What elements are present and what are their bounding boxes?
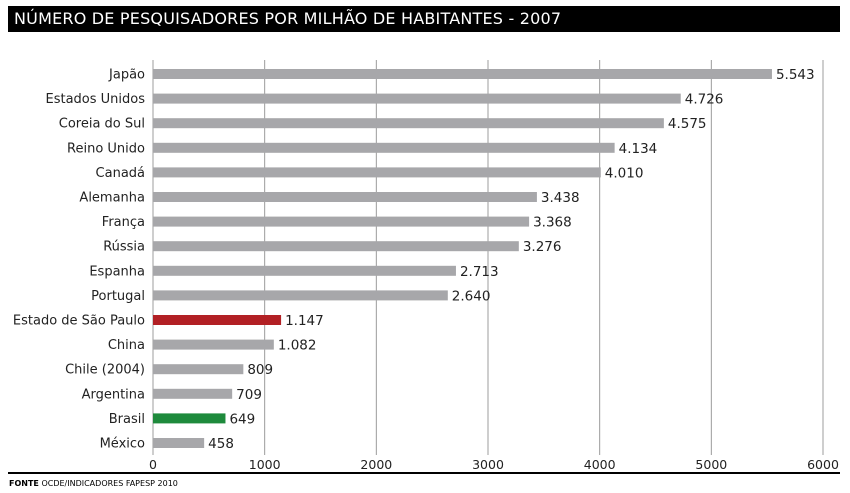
bar: [153, 438, 205, 448]
source-label: FONTE: [9, 479, 39, 488]
category-label: China: [108, 338, 145, 353]
category-label: Estados Unidos: [45, 92, 145, 107]
source-note: FONTE OCDE/INDICADORES FAPESP 2010: [9, 479, 178, 488]
category-label: Espanha: [89, 264, 145, 279]
bar: [153, 413, 226, 424]
bar: [153, 290, 448, 301]
value-label: 4.575: [668, 116, 707, 132]
category-label: Alemanha: [79, 191, 145, 206]
bars: [153, 69, 772, 448]
bar: [153, 364, 244, 375]
chart-title: NÚMERO DE PESQUISADORES POR MILHÃO DE HA…: [8, 6, 840, 32]
x-tick-label: 5000: [695, 457, 727, 472]
bar: [153, 192, 537, 202]
category-label: Chile (2004): [65, 363, 145, 378]
category-label: Reino Unido: [67, 141, 145, 156]
source-text: OCDE/INDICADORES FAPESP 2010: [41, 479, 178, 488]
category-label: Rússia: [103, 240, 145, 255]
x-tick-label: 4000: [584, 457, 616, 472]
category-label: México: [100, 437, 145, 452]
bottom-rule: [8, 472, 840, 474]
value-label: 649: [229, 411, 255, 427]
category-label: Japão: [108, 68, 145, 83]
bar: [153, 339, 274, 350]
value-label: 709: [236, 387, 262, 403]
value-label: 3.438: [541, 190, 580, 206]
category-label: Coreia do Sul: [59, 117, 145, 132]
labels: 0 1000 2000 3000 4000 5000 6000 Japão 5.543 Estad…: [13, 67, 839, 472]
value-label: 3.368: [533, 215, 572, 231]
bar: [153, 315, 282, 325]
value-label: 458: [208, 436, 234, 452]
bar: [153, 93, 681, 104]
category-label: Portugal: [91, 289, 145, 304]
x-tick-label: 0: [149, 457, 157, 472]
bar: [153, 388, 233, 399]
value-label: 2.713: [460, 264, 499, 280]
value-label: 1.082: [278, 338, 317, 354]
x-tick-label: 2000: [360, 457, 392, 472]
bar: [153, 69, 772, 79]
category-label: Brasil: [109, 412, 145, 427]
category-label: Argentina: [82, 387, 145, 402]
bar: [153, 241, 519, 252]
x-tick-label: 1000: [249, 457, 281, 472]
bar: [153, 265, 456, 276]
category-label: França: [102, 215, 145, 230]
value-label: 3.276: [523, 239, 562, 255]
category-label: Canadá: [96, 166, 145, 181]
bar: [153, 216, 530, 227]
value-label: 4.010: [605, 165, 644, 181]
bar: [153, 142, 615, 153]
value-label: 4.726: [685, 92, 724, 108]
category-label: Estado de São Paulo: [13, 314, 145, 329]
value-label: 2.640: [452, 288, 491, 304]
value-label: 809: [247, 362, 273, 378]
x-tick-label: 3000: [472, 457, 504, 472]
bar: [153, 118, 664, 129]
value-label: 1.147: [285, 313, 324, 329]
bar: [153, 167, 601, 178]
value-label: 4.134: [619, 141, 658, 157]
value-label: 5.543: [776, 67, 815, 83]
x-tick-label: 6000: [807, 457, 839, 472]
